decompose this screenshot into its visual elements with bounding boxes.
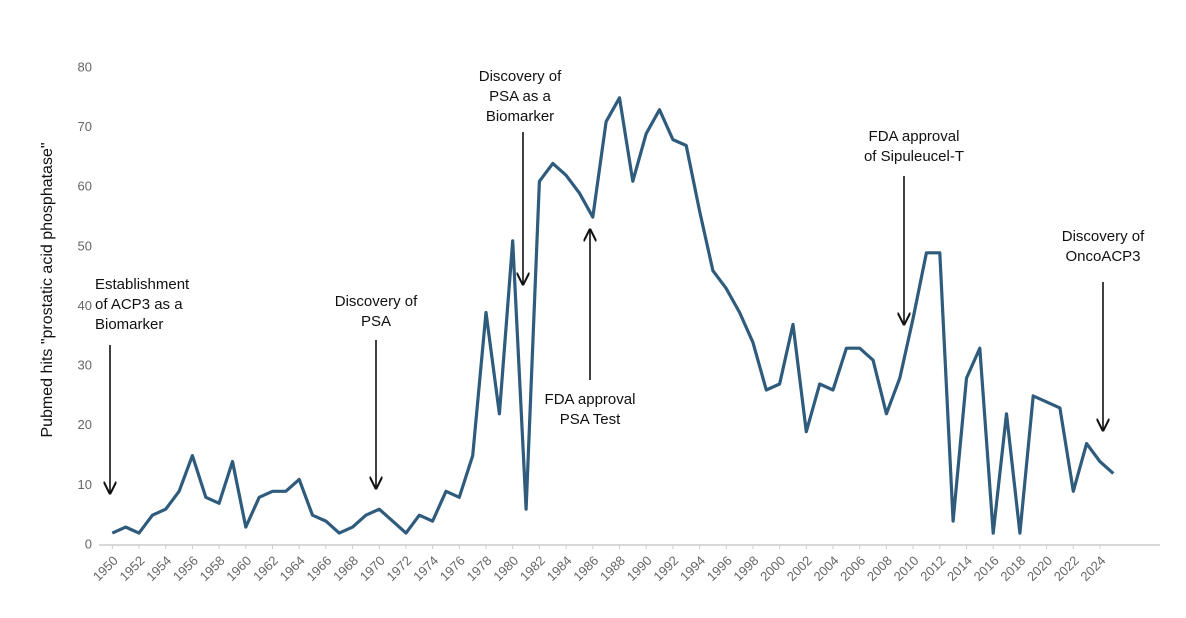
y-tick-label: 10 [78,477,92,492]
x-tick-label: 2014 [944,553,975,584]
x-tick-label: 2018 [997,553,1028,584]
x-tick-label: 2006 [837,553,868,584]
data-line [111,96,1115,535]
x-tick-label: 1974 [410,553,441,584]
annotation-text: Establishment [95,276,190,293]
x-tick-label: 1986 [570,553,601,584]
x-tick-label: 1964 [277,553,308,584]
x-tick-label: 2002 [784,553,815,584]
x-tick-label: 1952 [117,553,148,584]
x-tick-label: 2004 [811,553,842,584]
y-tick-label: 80 [78,59,92,74]
y-tick-label: 50 [78,238,92,253]
x-tick-label: 1970 [357,553,388,584]
x-tick-label: 1954 [143,553,174,584]
x-tick-label: 2020 [1024,553,1055,584]
y-tick-label: 30 [78,358,92,373]
annotation-text: OncoACP3 [1065,248,1140,265]
annotation-text: of ACP3 as a [95,296,183,313]
x-tick-label: 1966 [303,553,334,584]
y-tick-label: 60 [78,179,92,194]
x-tick-label: 2024 [1077,553,1108,584]
y-tick-label: 40 [78,298,92,313]
annotation-text: PSA as a [489,88,551,105]
x-tick-label: 1996 [704,553,735,584]
x-tick-label: 1956 [170,553,201,584]
x-tick-label: 1984 [544,553,575,584]
annotation-text: FDA approval [545,391,636,408]
x-tick-label: 1962 [250,553,281,584]
x-tick-label: 1976 [437,553,468,584]
x-tick-label: 2022 [1051,553,1082,584]
x-tick-label: 1950 [90,553,121,584]
x-tick-label: 2000 [757,553,788,584]
x-tick-label: 1990 [624,553,655,584]
annotation-text: Discovery of [1062,228,1145,245]
x-tick-label: 1980 [490,553,521,584]
x-tick-label: 2016 [971,553,1002,584]
x-tick-label: 1968 [330,553,361,584]
x-tick-label: 2010 [891,553,922,584]
x-tick-label: 1992 [650,553,681,584]
annotation-text: Discovery of [479,68,562,85]
x-tick-label: 2012 [917,553,948,584]
y-tick-label: 70 [78,119,92,134]
annotation-text: Biomarker [95,316,163,333]
x-tick-label: 1988 [597,553,628,584]
x-tick-label: 1994 [677,553,708,584]
annotation-text: PSA Test [560,411,621,428]
x-tick-label: 1978 [464,553,495,584]
x-tick-label: 1960 [223,553,254,584]
x-tick-label: 1982 [517,553,548,584]
x-tick-label: 1998 [730,553,761,584]
annotation-text: of Sipuleucel-T [864,148,964,165]
x-tick-label: 2008 [864,553,895,584]
x-tick-label: 1958 [197,553,228,584]
annotation-text: FDA approval [869,128,960,145]
annotation-text: Discovery of [335,293,418,310]
annotation-text: PSA [361,313,391,330]
y-tick-label: 0 [85,536,92,551]
y-axis-label: Pubmed hits "prostatic acid phosphatase" [39,142,56,437]
x-tick-label: 1972 [383,553,414,584]
annotation-text: Biomarker [486,108,554,125]
y-tick-label: 20 [78,417,92,432]
